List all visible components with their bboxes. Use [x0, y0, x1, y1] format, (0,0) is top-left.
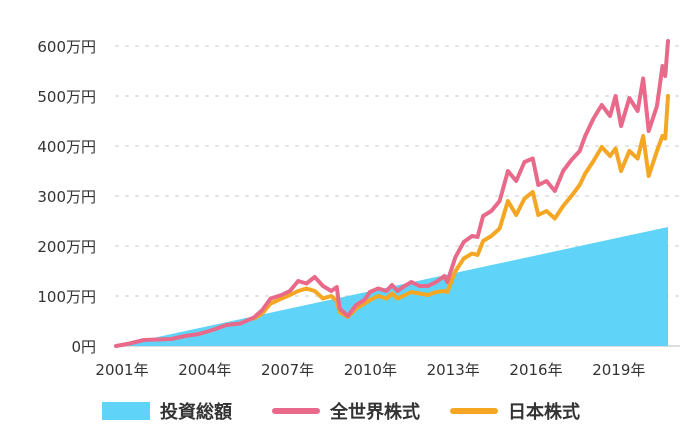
y-tick-label-500: 500万円 — [37, 88, 96, 106]
y-tick-label-600: 600万円 — [37, 38, 96, 56]
legend-item-world-stocks: 全世界株式 — [272, 396, 420, 426]
y-tick-label-300: 300万円 — [37, 188, 96, 206]
japan-stocks-line — [252, 94, 670, 321]
legend-label-investment: 投資総額 — [160, 402, 232, 423]
x-tick-label-2013: 2013年 — [427, 361, 480, 379]
line-layer — [114, 39, 670, 348]
x-axis-ticks: 2001年 2004年 2007年 2010年 2013年 2016年 2019年 — [95, 361, 645, 379]
x-tick-label-2019: 2019年 — [592, 361, 645, 379]
legend-label-japan-stocks: 日本株式 — [508, 402, 580, 423]
legend-label-world-stocks: 全世界株式 — [330, 402, 420, 423]
legend-item-japan-stocks: 日本株式 — [450, 396, 580, 426]
x-tick-label-2010: 2010年 — [344, 361, 397, 379]
legend-swatch-world-stocks — [272, 408, 320, 414]
y-tick-label-0: 0円 — [71, 338, 96, 356]
y-tick-label-400: 400万円 — [37, 138, 96, 156]
world-stocks-line — [114, 39, 670, 348]
x-tick-label-2016: 2016年 — [509, 361, 562, 379]
legend-swatch-japan-stocks — [450, 408, 498, 414]
x-tick-label-2007: 2007年 — [261, 361, 314, 379]
y-axis-ticks: 0円 100万円 200万円 300万円 400万円 500万円 600万円 — [37, 38, 96, 356]
x-tick-label-2004: 2004年 — [178, 361, 231, 379]
y-tick-label-200: 200万円 — [37, 238, 96, 256]
legend-item-investment: 投資総額 — [102, 396, 232, 426]
y-tick-label-100: 100万円 — [37, 288, 96, 306]
x-tick-label-2001: 2001年 — [95, 361, 148, 379]
legend: 投資総額 全世界株式 日本株式 — [0, 396, 690, 426]
legend-swatch-investment — [102, 402, 150, 420]
